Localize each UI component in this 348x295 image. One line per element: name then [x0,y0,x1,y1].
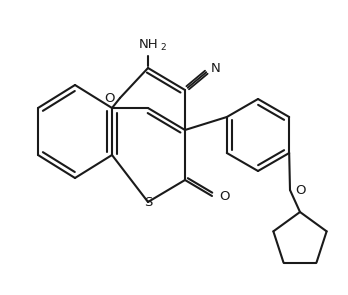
Text: 2: 2 [160,43,166,53]
Text: O: O [295,183,306,196]
Text: O: O [104,91,115,104]
Text: O: O [219,189,229,202]
Text: N: N [211,61,221,75]
Text: NH: NH [139,37,159,50]
Text: S: S [144,196,152,209]
